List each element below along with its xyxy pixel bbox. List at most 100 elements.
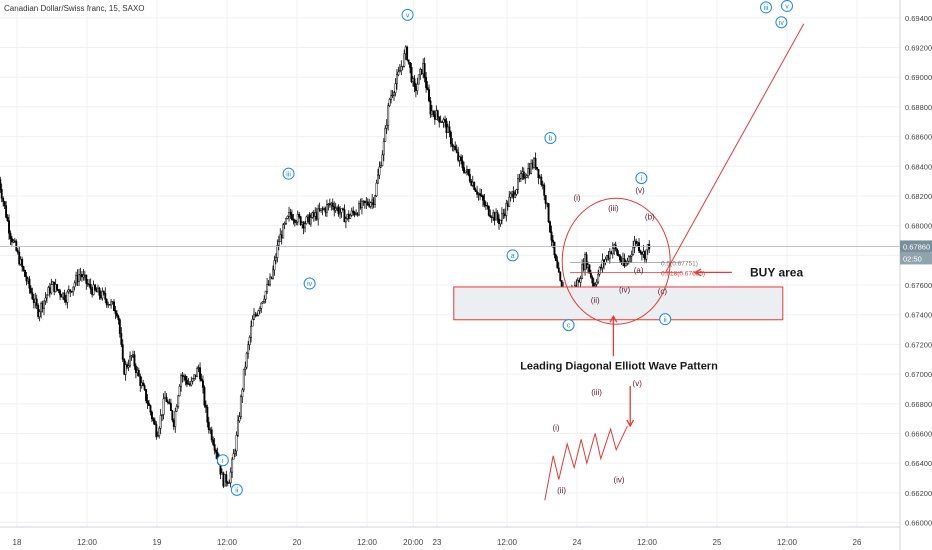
candle-body [321, 208, 324, 210]
y-tick-label: 0.67600 [905, 281, 932, 290]
x-tick-label: 24 [573, 538, 582, 547]
candle-body [206, 406, 209, 423]
candle-body [464, 170, 467, 173]
wave-text-w-(ii): (ii) [591, 296, 600, 305]
candle-body [622, 258, 624, 263]
candle-body [63, 292, 66, 301]
candle-body [156, 435, 159, 437]
fib-level-label: 0.5(0.67751) [661, 261, 698, 268]
candle-body [10, 238, 13, 243]
candle-body [457, 152, 460, 161]
candle-body [199, 367, 202, 380]
candle-body [333, 206, 336, 211]
candle-body [172, 419, 175, 427]
candle-body [355, 213, 358, 216]
candle-body [616, 248, 619, 255]
candle-body [323, 208, 325, 210]
candle-body [288, 212, 290, 217]
wave-text-s-(iv): (iv) [613, 475, 624, 484]
candle-body [175, 406, 178, 412]
candle-body [614, 244, 617, 250]
candle-body [533, 158, 535, 168]
candle-body [525, 175, 528, 178]
candle-body [241, 389, 244, 398]
y-tick-label: 0.66600 [905, 429, 932, 438]
candle-body [366, 201, 369, 205]
candle-body [254, 314, 257, 316]
candle-body [260, 302, 263, 309]
wave-label-text: ii [235, 487, 239, 494]
y-tick-label: 0.68600 [905, 133, 932, 142]
candle-body [474, 189, 477, 192]
x-tick-label: 19 [153, 538, 162, 547]
candle-body [530, 163, 533, 174]
candle-body [578, 280, 581, 283]
down-arrow-to-sketch-head [626, 419, 635, 428]
candle-body [416, 83, 419, 91]
candle-body [16, 250, 19, 253]
candle-body [480, 195, 483, 197]
wave-label-circle [781, 0, 793, 12]
candle-body [229, 471, 232, 484]
candle-body [470, 180, 473, 186]
candle-body [99, 295, 102, 299]
candle-body [435, 110, 438, 120]
candle-body [69, 289, 72, 292]
candle-body [129, 355, 132, 366]
candle-body [365, 201, 368, 204]
candle-body [400, 66, 403, 71]
candle-body [528, 168, 531, 174]
candle-body [231, 458, 234, 473]
candle-body [40, 302, 43, 313]
candle-body [62, 292, 64, 298]
candle-body [158, 428, 161, 436]
candle-body [258, 308, 261, 312]
candle-body [70, 290, 73, 293]
candle-body [337, 207, 340, 215]
candle-body [607, 255, 610, 259]
candle-body [18, 251, 21, 265]
candle-body [646, 244, 649, 251]
candle-body [184, 375, 187, 381]
wave-label-w-v-top: v [781, 0, 793, 12]
candle-body [635, 240, 638, 244]
candle-body [194, 374, 197, 377]
candle-body [524, 177, 527, 179]
wave-label-circle [216, 454, 229, 467]
wave-labels: iiiiiiivvabciiiiiiivv(i)(ii)(iii)(iv)(v)… [216, 0, 793, 496]
candle-body [342, 208, 344, 210]
candle-body [183, 375, 185, 378]
wave-text-s-(i): (i) [552, 424, 559, 433]
candle-body [315, 212, 318, 220]
candle-body [375, 182, 378, 197]
candle-body [343, 209, 346, 223]
candle-body [340, 208, 343, 213]
candle-body [398, 70, 401, 73]
candle-body [509, 193, 512, 198]
wave-label-circle [230, 483, 243, 496]
candle-body [111, 301, 114, 303]
candle-body [53, 281, 56, 292]
candle-body [164, 396, 167, 400]
candle-body [178, 386, 181, 397]
candle-body [149, 405, 152, 413]
y-tick-label: 0.66800 [905, 400, 932, 409]
candle-body [267, 284, 270, 286]
candle-body [274, 257, 277, 261]
candle-body [296, 213, 299, 223]
candle-body [360, 200, 363, 209]
wave-text-s-(v): (v) [633, 379, 643, 388]
candle-body [270, 276, 273, 279]
wave-label-circle [562, 319, 575, 332]
candle-body [51, 281, 54, 285]
candle-body [553, 241, 556, 256]
candle-body [352, 210, 355, 213]
candle-body [537, 168, 540, 178]
candle-body [579, 278, 582, 283]
wave-label-w-a: a [506, 249, 519, 262]
candle-body [29, 287, 32, 293]
candle-body [394, 83, 397, 93]
candle-body [582, 264, 585, 270]
candle-body [498, 218, 500, 224]
